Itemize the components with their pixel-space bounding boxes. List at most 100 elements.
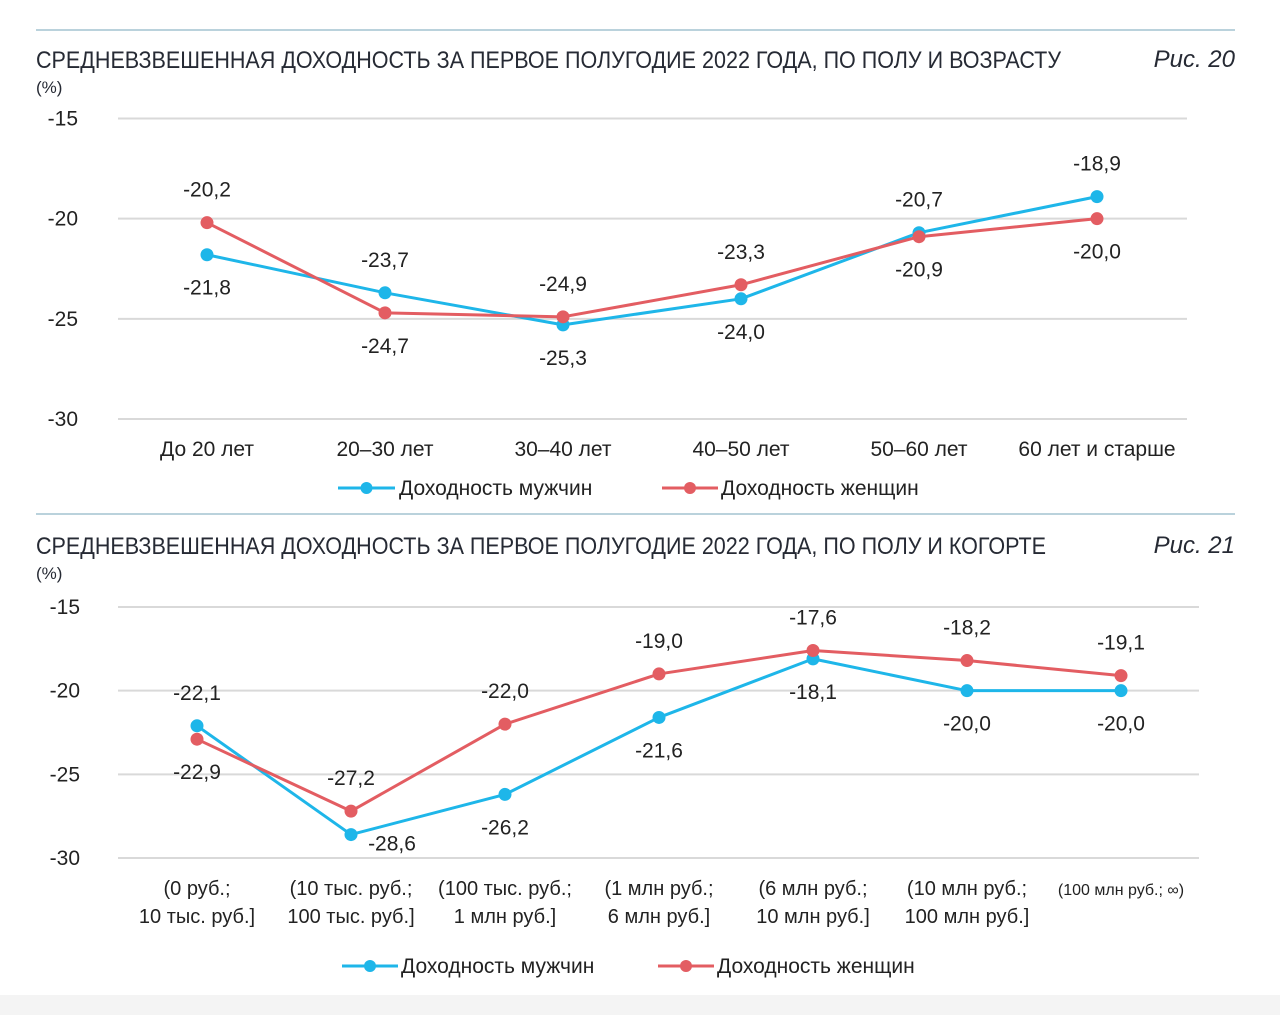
legend-item-1: Доходность мужчин: [342, 955, 594, 978]
series-1-point: [378, 286, 392, 300]
series-1-data-label: -18,9: [1073, 153, 1121, 176]
series-1-data-label: -21,8: [183, 277, 231, 300]
series-2-data-label: -19,1: [1097, 632, 1145, 655]
series-2-point: [960, 654, 974, 668]
series-2-data-label: -20,9: [895, 259, 943, 282]
series-2-point: [652, 667, 666, 681]
series-2-point: [912, 230, 926, 244]
legend-label: Доходность мужчин: [401, 955, 594, 978]
legend-swatch-dot: [680, 960, 692, 972]
series-2-data-label: -20,2: [183, 179, 231, 202]
x-tick-label: 10 млн руб.]: [756, 906, 870, 928]
series-1-point: [652, 710, 666, 724]
x-tick-label: (1 млн руб.;: [604, 878, 713, 900]
y-tick-label: -30: [50, 847, 80, 870]
figure-21: СРЕДНЕВЗВЕШЕННАЯ ДОХОДНОСТЬ ЗА ПЕРВОЕ ПО…: [36, 513, 1235, 978]
series-2-point: [1090, 212, 1104, 226]
series-2-point: [1114, 669, 1128, 683]
figure-20: СРЕДНЕВЗВЕШЕННАЯ ДОХОДНОСТЬ ЗА ПЕРВОЕ ПО…: [36, 29, 1236, 500]
x-tick-label: 100 млн руб.]: [905, 906, 1030, 928]
series-2-data-label: -18,2: [943, 617, 991, 640]
legend-swatch-dot: [684, 482, 696, 494]
series-2-point: [556, 310, 570, 324]
series-1-data-label: -23,7: [361, 249, 409, 272]
x-tick-label: (0 руб.;: [163, 878, 230, 900]
line-chart-by-cohort: -15 -20 -25 -30 (0 руб.; 10 тыс. руб.] (10 тыс…: [50, 596, 1199, 978]
series-1-point: [734, 292, 748, 306]
series-2-data-label: -23,3: [717, 241, 765, 264]
series-2-point: [200, 216, 214, 230]
line-chart-by-age: -15 -20 -25 -30 До 20 лет 20–30 лет 30–40 лет 4…: [48, 108, 1187, 500]
x-tick-label: 10 тыс. руб.]: [139, 906, 255, 928]
series-1-data-label: -20,7: [895, 189, 943, 212]
x-tick-label: (100 млн руб.; ∞): [1058, 882, 1184, 899]
series-2-data-label: -17,6: [789, 607, 837, 630]
y-axis-unit-label: (%): [36, 78, 62, 97]
x-tick-label: 40–50 лет: [692, 438, 789, 461]
x-tick-label: До 20 лет: [160, 438, 254, 461]
legend-item-2: Доходность женщин: [662, 477, 919, 500]
series-1-data-label: -24,0: [717, 321, 765, 344]
series-1-point: [1090, 190, 1104, 204]
series-1-data-label: -22,1: [173, 682, 221, 705]
x-tick-label: 100 тыс. руб.]: [287, 906, 414, 928]
x-tick-label: (10 млн руб.;: [907, 878, 1027, 900]
legend-label: Доходность мужчин: [399, 477, 592, 500]
x-tick-label: (100 тыс. руб.;: [438, 878, 572, 900]
y-tick-label: -15: [50, 596, 80, 619]
series-2-point: [734, 278, 748, 292]
series-2-point: [344, 804, 358, 818]
series-2-data-label: -20,0: [1073, 241, 1121, 264]
y-tick-label: -15: [48, 108, 78, 131]
series-1-point: [190, 719, 204, 733]
legend-item-2: Доходность женщин: [658, 955, 915, 978]
series-1-point: [498, 787, 512, 801]
legend-swatch-dot: [364, 960, 376, 972]
y-tick-label: -25: [48, 308, 78, 331]
series-1-point: [1114, 684, 1128, 698]
figure-label: Рис. 21: [1154, 532, 1235, 559]
y-tick-label: -30: [48, 408, 78, 431]
x-tick-label: (10 тыс. руб.;: [290, 878, 413, 900]
y-tick-label: -25: [50, 763, 80, 786]
series-2-data-label: -22,9: [173, 761, 221, 784]
x-tick-label: 6 млн руб.]: [608, 906, 710, 928]
series-1-data-label: -28,6: [368, 833, 416, 856]
series-1-data-label: -25,3: [539, 347, 587, 370]
y-tick-label: -20: [50, 680, 80, 703]
series-2-line: [205, 217, 1099, 319]
series-2-point: [190, 732, 204, 746]
series-2-data-label: -24,9: [539, 273, 587, 296]
series-2-data-label: -22,0: [481, 680, 529, 703]
series-1-data-label: -20,0: [943, 713, 991, 736]
series-1-data-label: -26,2: [481, 816, 529, 839]
series-2-point: [498, 717, 512, 731]
chart-title: СРЕДНЕВЗВЕШЕННАЯ ДОХОДНОСТЬ ЗА ПЕРВОЕ ПО…: [36, 533, 1046, 560]
figure-label: Рис. 20: [1154, 46, 1236, 73]
series-1-data-label: -21,6: [635, 739, 683, 762]
series-1-data-label: -18,1: [789, 681, 837, 704]
series-2-data-label: -27,2: [327, 767, 375, 790]
series-1-data-label: -20,0: [1097, 713, 1145, 736]
x-tick-label: 1 млн руб.]: [454, 906, 556, 928]
x-tick-label: 50–60 лет: [870, 438, 967, 461]
page-bottom-band: [0, 995, 1280, 1015]
legend-swatch-dot: [360, 482, 373, 494]
series-2-point: [378, 306, 392, 320]
legend-item-1: Доходность мужчин: [338, 477, 592, 500]
y-tick-label: -20: [48, 208, 78, 231]
series-1-line: [205, 195, 1099, 327]
x-tick-label: 60 лет и старше: [1018, 438, 1175, 461]
series-2-point: [806, 644, 820, 658]
y-axis-unit-label: (%): [36, 564, 62, 583]
x-tick-label: 30–40 лет: [514, 438, 611, 461]
series-1-point: [344, 828, 358, 842]
chart-title: СРЕДНЕВЗВЕШЕННАЯ ДОХОДНОСТЬ ЗА ПЕРВОЕ ПО…: [36, 47, 1062, 74]
x-tick-label: (6 млн руб.;: [758, 878, 867, 900]
legend-label: Доходность женщин: [721, 477, 919, 500]
x-tick-label: 20–30 лет: [336, 438, 433, 461]
series-2-data-label: -24,7: [361, 335, 409, 358]
series-2-data-label: -19,0: [635, 630, 683, 653]
